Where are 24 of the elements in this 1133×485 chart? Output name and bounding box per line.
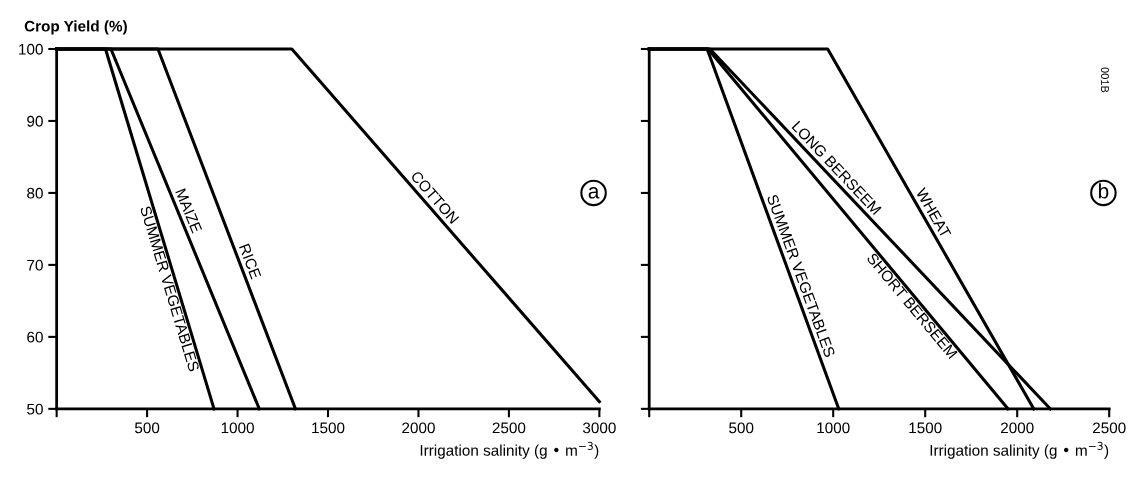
- x-tick-label: 2500: [1092, 422, 1126, 434]
- x-tick-label: 1000: [817, 422, 850, 434]
- x-tick-label: 1000: [221, 422, 254, 434]
- x-tick-label: 500: [729, 422, 754, 434]
- x-tick-label: 3000: [582, 422, 616, 434]
- y-tick-label: 60: [27, 331, 43, 343]
- annotation: 001B: [1101, 67, 1109, 93]
- x-tick-label: 2500: [492, 422, 526, 434]
- text: RICE: [238, 243, 262, 280]
- y-tick-label: 50: [27, 403, 43, 415]
- y-tick-label: 90: [27, 115, 43, 127]
- y-axis-title: Crop Yield (%): [24, 20, 127, 35]
- x-axis-title: Irrigation salinity (g • m$^{−3}$): [420, 441, 599, 459]
- annotation: b: [1098, 183, 1109, 199]
- x-axis-title: Irrigation salinity (g • m$^{−3}$): [930, 441, 1109, 459]
- x-tick-label: 1500: [909, 422, 942, 434]
- y-tick-label: 70: [27, 259, 43, 271]
- y-tick-label: 100: [19, 43, 43, 55]
- x-tick-label: 2000: [402, 422, 435, 434]
- x-tick-label: 1500: [312, 422, 345, 434]
- x-tick-label: 2000: [1000, 422, 1034, 434]
- annotation: a: [588, 187, 600, 199]
- x-tick-label: 500: [134, 422, 160, 434]
- y-tick-label: 80: [27, 187, 43, 199]
